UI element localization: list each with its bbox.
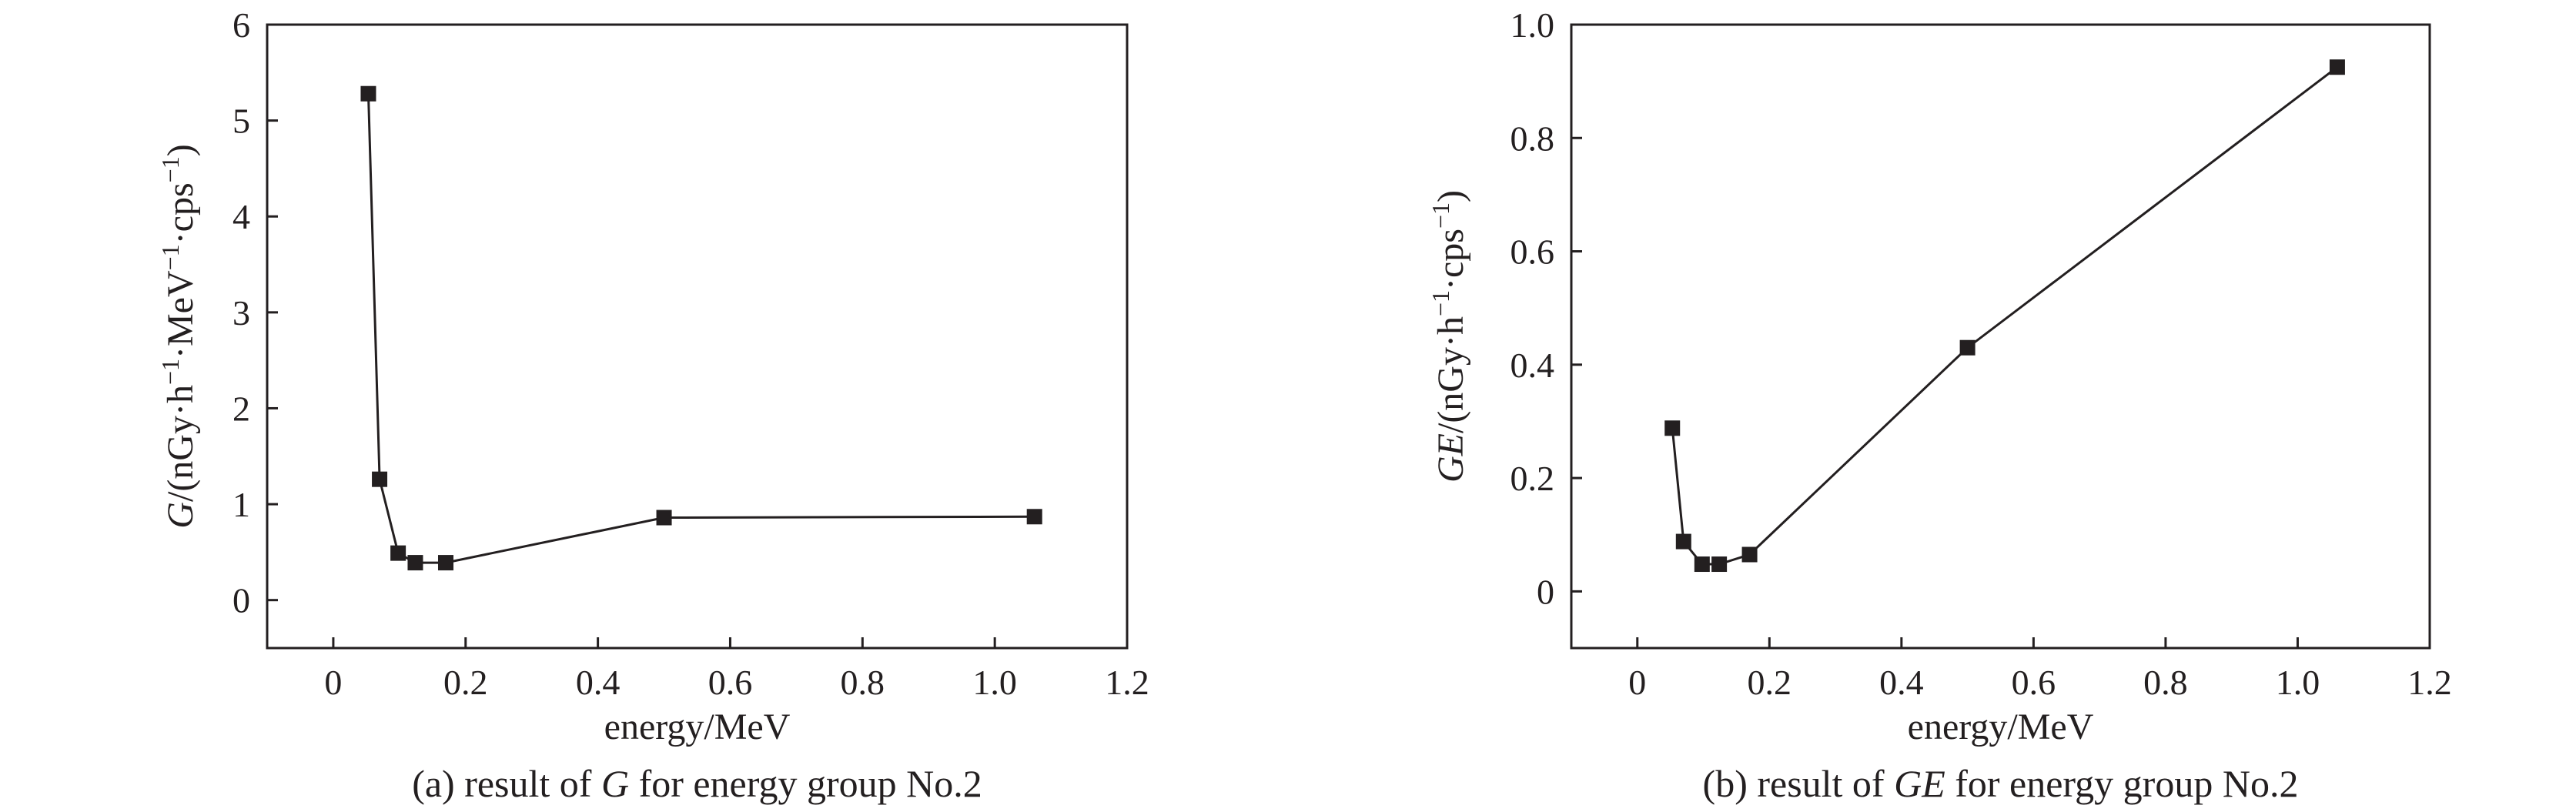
y-tick-label: 6: [233, 5, 250, 45]
x-tick-label: 0: [324, 663, 342, 702]
chart-panel-b: 0 0.2 0.4 0.6 0.8 1.0 1.2 0 0.2 0.4 0.6 0.8 1.0 energ…: [1427, 5, 2452, 805]
data-point: [1711, 556, 1728, 573]
y-tick-label: 0.4: [1510, 346, 1555, 385]
x-tick-label: 0.4: [1879, 663, 1924, 702]
data-point: [1026, 509, 1042, 525]
y-tick-label: 0: [1537, 572, 1554, 611]
y-tick-label: 4: [233, 197, 250, 236]
data-point: [1675, 533, 1691, 550]
plot-frame: [1570, 23, 2431, 650]
data-point: [1959, 339, 1975, 356]
series-line: [366, 93, 1035, 564]
data-point: [407, 555, 423, 571]
y-tick-label: 0: [233, 581, 250, 620]
x-tick-label: 0.6: [708, 663, 753, 702]
x-axis-label: energy/MeV: [604, 707, 791, 747]
x-tick-label: 0.6: [2012, 663, 2056, 702]
y-tick-label: 1: [233, 485, 250, 524]
data-point: [1664, 420, 1681, 436]
x-tick-label: 0.8: [2143, 663, 2188, 702]
y-axis-label: G/(nGy·h−1·MeV−1·cps−1): [156, 144, 201, 528]
y-tick-label: 0.2: [1510, 459, 1555, 498]
data-point: [1741, 546, 1758, 563]
y-tick-label: 0.6: [1510, 232, 1555, 272]
x-axis-label: energy/MeV: [1908, 707, 2094, 747]
data-point: [2329, 59, 2345, 75]
y-tick-label: 5: [233, 102, 250, 141]
y-tick-label: 0.8: [1510, 119, 1555, 158]
x-tick-label: 1.0: [972, 663, 1017, 702]
chart-panel-a: 0 0.2 0.4 0.6 0.8 1.0 1.2 0 1 2 3 4 5 6 energy/MeV G/(n…: [156, 5, 1149, 805]
x-tick-label: 0: [1628, 663, 1646, 702]
y-tick-label: 3: [233, 293, 250, 332]
data-point: [437, 555, 453, 571]
x-tick-label: 1.0: [2276, 663, 2320, 702]
y-tick-label: 2: [233, 389, 250, 428]
data-point: [390, 545, 406, 561]
panel-caption: (b) result of GE for energy group No.2: [1703, 762, 2299, 805]
y-tick-label: 1.0: [1510, 5, 1555, 45]
series-line: [1671, 66, 2338, 566]
x-tick-label: 0.4: [576, 663, 621, 702]
y-axis-label: GE/(nGy·h−1·cps−1): [1427, 190, 1471, 483]
data-point: [360, 85, 376, 102]
data-point: [1694, 556, 1710, 573]
data-point: [372, 471, 388, 487]
x-tick-label: 0.8: [841, 663, 885, 702]
data-point: [656, 510, 672, 526]
x-tick-label: 0.2: [1748, 663, 1792, 702]
x-tick-label: 1.2: [1105, 663, 1149, 702]
x-tick-label: 1.2: [2407, 663, 2452, 702]
panel-caption: (a) result of G for energy group No.2: [412, 762, 982, 805]
plot-frame: [266, 23, 1129, 650]
x-tick-label: 0.2: [443, 663, 488, 702]
